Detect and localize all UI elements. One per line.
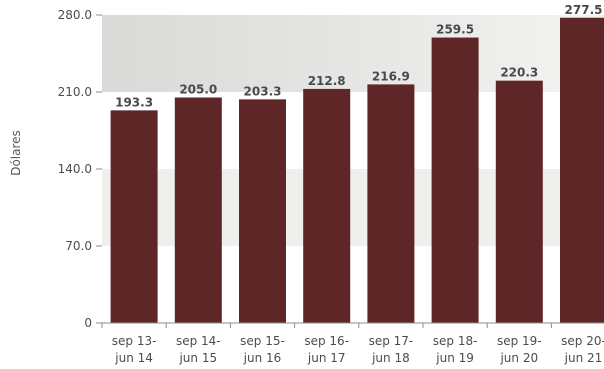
bar — [495, 80, 543, 323]
x-category-label: sep 18- — [433, 334, 478, 348]
bar — [367, 84, 415, 323]
data-label: 259.5 — [436, 23, 474, 37]
x-category-labels: sep 13- jun 14 sep 14- jun 15 sep 15- jun 16 s… — [112, 334, 604, 365]
y-tick-label: 0 — [84, 316, 92, 330]
x-category-label: sep 19- — [497, 334, 542, 348]
x-category-label: jun 20 — [499, 351, 538, 365]
grid-band — [102, 15, 604, 92]
x-category-label: sep 20- — [561, 334, 604, 348]
x-category-label: jun 14 — [114, 351, 153, 365]
data-label: 205.0 — [179, 83, 217, 97]
y-tick-label: 70.0 — [65, 239, 92, 253]
data-label: 203.3 — [244, 84, 282, 98]
y-axis-title: Dólares — [9, 130, 23, 176]
x-category-label: jun 15 — [178, 351, 217, 365]
x-category-label: sep 16- — [304, 334, 349, 348]
data-labels: 193.3 205.0 203.3 212.8 216.9 259.5 220.3 277.5 — [115, 3, 602, 110]
bar — [239, 99, 286, 324]
data-label: 277.5 — [565, 3, 603, 17]
bar — [303, 88, 351, 323]
bar — [110, 110, 158, 324]
x-category-label: sep 15- — [240, 334, 285, 348]
x-category-label: jun 19 — [435, 351, 474, 365]
data-label: 216.9 — [372, 69, 410, 83]
y-tick-labels: 0 70.0 140.0 210.0 280.0 — [58, 8, 92, 330]
data-label: 212.8 — [308, 74, 346, 88]
x-category-label: jun 16 — [243, 351, 282, 365]
axes — [96, 14, 604, 328]
data-label: 220.3 — [500, 66, 538, 80]
x-category-label: jun 17 — [307, 351, 346, 365]
x-category-label: jun 18 — [371, 351, 410, 365]
bar-series — [110, 17, 604, 324]
y-tick-label: 140.0 — [58, 162, 92, 176]
data-label: 193.3 — [115, 95, 153, 109]
bar — [560, 17, 604, 323]
x-category-label: sep 13- — [112, 334, 157, 348]
bar — [431, 37, 479, 324]
y-tick-label: 280.0 — [58, 8, 92, 22]
x-category-label: sep 14- — [176, 334, 221, 348]
y-tick-label: 210.0 — [58, 85, 92, 99]
bar — [174, 97, 222, 323]
x-category-label: jun 21 — [564, 351, 603, 365]
x-category-label: sep 17- — [369, 334, 414, 348]
